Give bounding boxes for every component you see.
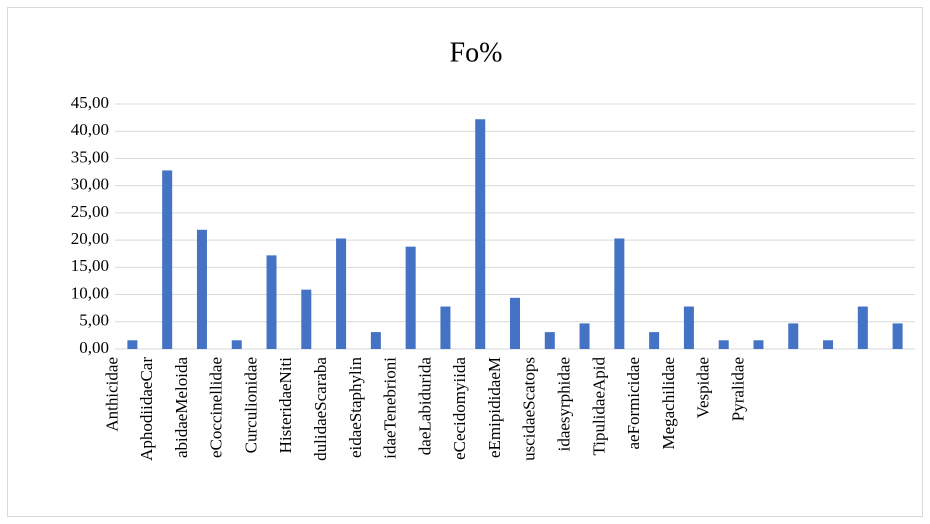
bar — [510, 297, 520, 349]
x-tick-label: idaeTenebrioni — [381, 357, 400, 459]
y-tick-label: 25,00 — [71, 202, 109, 221]
x-tick-label: daeLabidurida — [415, 357, 434, 456]
y-tick-label: 30,00 — [71, 175, 109, 194]
y-tick-label: 10,00 — [71, 283, 109, 302]
x-tick-label: TipulidaeApid — [589, 357, 608, 456]
y-tick-label: 0,00 — [79, 338, 109, 357]
bar — [336, 238, 347, 349]
x-tick-label: aeFormicidae — [624, 357, 643, 450]
bar — [892, 323, 903, 349]
bar — [614, 238, 625, 349]
y-tick-label: 35,00 — [71, 147, 109, 166]
x-tick-label: eEmipididaeM — [485, 357, 504, 458]
bar — [405, 246, 416, 349]
x-tick-label: abidaeMeloida — [172, 357, 191, 458]
x-tick-label: Curculionidae — [241, 357, 260, 453]
bar — [127, 340, 138, 349]
x-tick-label: eidaeStaphylin — [346, 357, 365, 459]
bar — [718, 340, 729, 349]
x-tick-label: Megachilidae — [659, 357, 678, 450]
bar — [301, 289, 312, 349]
bar — [649, 332, 660, 349]
chart-frame — [7, 7, 923, 517]
bar — [857, 306, 868, 349]
x-tick-label: uscidaeScatops — [520, 357, 539, 461]
bar — [196, 229, 207, 349]
bar — [231, 340, 242, 349]
x-tick-label: HisteridaeNiti — [276, 357, 295, 454]
y-tick-label: 5,00 — [79, 311, 109, 330]
bar — [475, 119, 486, 349]
bar — [788, 323, 799, 349]
y-tick-label: 45,00 — [71, 93, 109, 112]
x-tick-label: Pyralidae — [728, 357, 747, 421]
bar — [753, 340, 764, 349]
bar — [162, 170, 173, 349]
bar — [544, 332, 555, 349]
x-tick-label: AphodiidaeCar — [137, 357, 156, 461]
x-tick-label: eCecidomyiida — [450, 357, 469, 460]
bar — [266, 255, 277, 349]
y-tick-label: 15,00 — [71, 256, 109, 275]
bar — [440, 306, 451, 349]
x-tick-label: Anthicidae — [102, 357, 121, 432]
x-tick-label: Vespidae — [694, 357, 713, 418]
y-tick-label: 40,00 — [71, 120, 109, 139]
x-tick-label: dulidaeScaraba — [311, 357, 330, 461]
bar — [579, 323, 590, 349]
x-tick-label: eCoccinellidae — [207, 357, 226, 458]
chart-title: Fo% — [450, 37, 503, 68]
bar — [370, 332, 381, 349]
bar — [823, 340, 834, 349]
y-tick-label: 20,00 — [71, 229, 109, 248]
x-tick-label: idaesyrphidae — [554, 357, 573, 451]
bar — [683, 306, 694, 349]
